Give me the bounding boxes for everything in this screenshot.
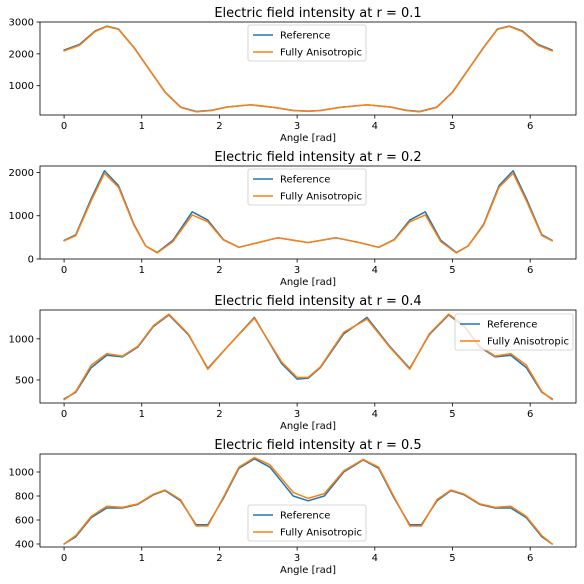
x-tick-label: 0 bbox=[61, 265, 67, 276]
x-tick-label: 1 bbox=[139, 553, 145, 564]
x-axis-label: Angle [rad] bbox=[280, 565, 336, 576]
legend-box bbox=[454, 313, 574, 351]
axes-frame bbox=[39, 165, 577, 260]
x-tick-label: 4 bbox=[372, 121, 378, 132]
x-tick-label: 2 bbox=[216, 121, 222, 132]
legend: Reference Fully Anisotropic bbox=[247, 504, 367, 542]
legend-label: Reference bbox=[280, 175, 330, 186]
chart-title: Electric field intensity at r = 0.4 bbox=[214, 294, 421, 309]
axes-frame bbox=[39, 309, 577, 404]
x-tick-label: 2 bbox=[216, 409, 222, 420]
y-tick-label: 1000 bbox=[9, 81, 34, 92]
axes-frame bbox=[39, 453, 577, 548]
x-tick-label: 0 bbox=[61, 409, 67, 420]
series-line-anisotropic bbox=[63, 25, 553, 113]
y-tick-label: 1000 bbox=[9, 468, 34, 479]
chart-title: Electric field intensity at r = 0.1 bbox=[214, 6, 421, 21]
x-tick-label: 4 bbox=[372, 553, 378, 564]
y-tick-label: 2000 bbox=[9, 49, 34, 60]
subplot-2: 0 1 2 3 4 5 6 0 1000 2000 Electric field intensity… bbox=[9, 150, 577, 288]
y-tick-label: 600 bbox=[15, 516, 34, 527]
subplot-4: 0 1 2 3 4 5 6 400 600 800 1000 Electric field inten… bbox=[9, 438, 577, 576]
legend: Reference Fully Anisotropic bbox=[454, 313, 574, 351]
x-tick-label: 6 bbox=[527, 265, 533, 276]
chart-title: Electric field intensity at r = 0.2 bbox=[214, 150, 421, 165]
legend-box bbox=[247, 504, 367, 542]
x-tick-label: 5 bbox=[449, 553, 455, 564]
x-tick-label: 6 bbox=[527, 553, 533, 564]
x-axis-label: Angle [rad] bbox=[280, 133, 336, 144]
x-tick-label: 0 bbox=[61, 553, 67, 564]
x-tick-label: 3 bbox=[294, 265, 300, 276]
series-line-anisotropic bbox=[63, 172, 553, 254]
x-tick-label: 5 bbox=[449, 409, 455, 420]
legend-box bbox=[247, 24, 367, 62]
x-tick-label: 2 bbox=[216, 553, 222, 564]
x-axis-label: Angle [rad] bbox=[280, 421, 336, 432]
x-tick-label: 6 bbox=[527, 121, 533, 132]
legend-label: Fully Anisotropic bbox=[280, 528, 362, 539]
y-tick-label: 500 bbox=[15, 375, 34, 386]
legend-label: Fully Anisotropic bbox=[487, 337, 569, 348]
subplot-1: 0 1 2 3 4 5 6 1000 2000 3000 Electric field intens… bbox=[9, 6, 577, 144]
axes-frame bbox=[39, 21, 577, 116]
y-tick-label: 2000 bbox=[9, 168, 34, 179]
legend-label: Reference bbox=[280, 31, 330, 42]
y-tick-label: 3000 bbox=[9, 18, 34, 29]
legend-label: Fully Anisotropic bbox=[280, 48, 362, 59]
y-tick-label: 0 bbox=[28, 255, 34, 266]
legend: Reference Fully Anisotropic bbox=[247, 24, 367, 62]
x-tick-label: 4 bbox=[372, 265, 378, 276]
legend-label: Fully Anisotropic bbox=[280, 192, 362, 203]
x-tick-label: 1 bbox=[139, 265, 145, 276]
x-tick-label: 4 bbox=[372, 409, 378, 420]
legend-box bbox=[247, 168, 367, 206]
x-axis-label: Angle [rad] bbox=[280, 277, 336, 288]
x-tick-label: 5 bbox=[449, 265, 455, 276]
x-tick-label: 6 bbox=[527, 409, 533, 420]
y-tick-label: 400 bbox=[15, 540, 34, 551]
legend: Reference Fully Anisotropic bbox=[247, 168, 367, 206]
x-tick-label: 5 bbox=[449, 121, 455, 132]
subplot-3: 0 1 2 3 4 5 6 500 1000 Electric field intensity a… bbox=[9, 294, 577, 432]
series-line-anisotropic bbox=[63, 456, 553, 545]
x-tick-label: 3 bbox=[294, 553, 300, 564]
y-tick-label: 800 bbox=[15, 492, 34, 503]
x-tick-label: 3 bbox=[294, 121, 300, 132]
legend-label: Reference bbox=[280, 511, 330, 522]
y-tick-label: 1000 bbox=[9, 211, 34, 222]
x-tick-label: 1 bbox=[139, 409, 145, 420]
y-tick-label: 1000 bbox=[9, 334, 34, 345]
x-tick-label: 1 bbox=[139, 121, 145, 132]
x-tick-label: 0 bbox=[61, 121, 67, 132]
legend-label: Reference bbox=[487, 320, 537, 331]
x-tick-label: 3 bbox=[294, 409, 300, 420]
x-tick-label: 2 bbox=[216, 265, 222, 276]
chart-title: Electric field intensity at r = 0.5 bbox=[214, 438, 421, 453]
